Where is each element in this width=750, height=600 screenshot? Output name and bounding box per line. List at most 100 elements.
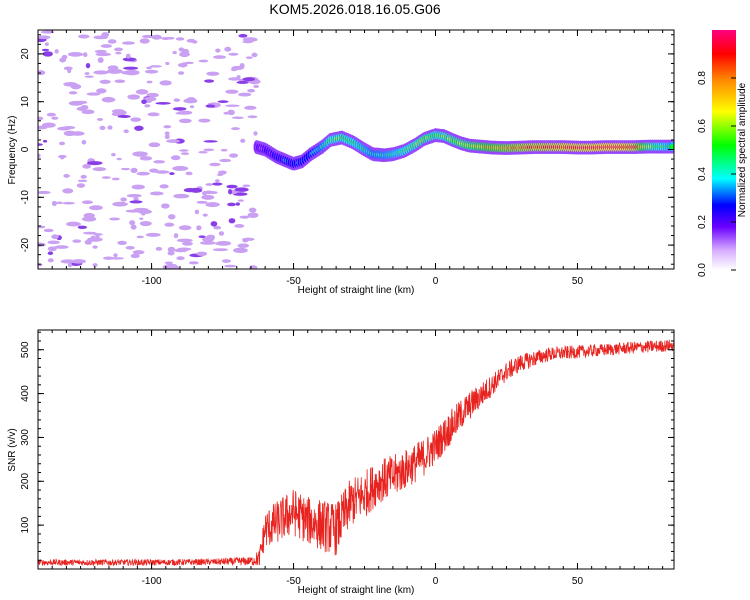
noise-blob [44, 42, 49, 46]
noise-blob [114, 110, 127, 116]
snr-y-label: SNR (v/v) [7, 428, 18, 471]
noise-blob [164, 222, 175, 227]
noise-blob [172, 265, 180, 269]
noise-blob [234, 223, 245, 228]
noise-blob [63, 173, 70, 178]
noise-blob [227, 202, 236, 207]
noise-blob [146, 66, 152, 70]
noise-blob [225, 89, 239, 94]
colorbar-tick-label: 0.4 [697, 167, 708, 181]
noise-blob [170, 155, 181, 161]
noise-blob [199, 241, 216, 245]
noise-blob [202, 213, 208, 217]
noise-blob [89, 205, 103, 211]
noise-blob [210, 221, 218, 227]
noise-blob [224, 264, 237, 268]
noise-blob [212, 182, 223, 186]
noise-blob [155, 170, 170, 174]
noise-blob [126, 194, 142, 198]
noise-blob [178, 225, 192, 231]
noise-blob [177, 63, 188, 68]
noise-blob [173, 193, 190, 199]
noise-blob [217, 100, 229, 103]
noise-blob [139, 38, 150, 44]
noise-blob [38, 263, 43, 267]
noise-blob [81, 200, 94, 205]
noise-blob [146, 92, 159, 98]
noise-blob [225, 104, 240, 107]
spectrogram-x-label: Height of straight line (km) [298, 285, 415, 296]
noise-blob [67, 52, 84, 57]
noise-blob [163, 82, 171, 85]
noise-blob [47, 251, 54, 256]
spec-x-tick-label: 0 [433, 276, 439, 287]
noise-blob [196, 200, 208, 204]
noise-blob [198, 235, 206, 238]
noise-blob [201, 194, 215, 200]
signal-core [670, 144, 674, 150]
noise-blob [51, 200, 57, 207]
noise-blob [205, 183, 213, 186]
noise-blob [38, 116, 44, 121]
noise-blob [131, 184, 145, 190]
noise-blob [82, 52, 88, 58]
noise-blob [194, 209, 200, 215]
noise-blob [230, 68, 238, 72]
noise-blob [205, 202, 220, 208]
noise-blob [189, 105, 195, 109]
noise-blob [60, 155, 65, 160]
noise-blob [92, 263, 98, 267]
noise-blob [218, 231, 225, 236]
noise-blob [184, 61, 194, 65]
noise-blob [151, 34, 162, 40]
noise-blob [47, 258, 54, 263]
noise-blob [97, 57, 104, 63]
noise-blob [123, 129, 129, 134]
noise-blob [84, 75, 94, 78]
snr-y-tick-label: 400 [20, 385, 31, 402]
snr-y-tick-label: 200 [20, 473, 31, 490]
noise-blob [248, 207, 257, 213]
noise-blob [136, 235, 144, 239]
noise-blob [47, 240, 60, 245]
noise-blob [215, 240, 232, 246]
noise-blob [86, 161, 103, 166]
noise-blob [169, 172, 175, 176]
spec-y-tick-label: -20 [20, 237, 31, 252]
chart-title: KOM5.2026.018.16.05.G06 [269, 1, 440, 17]
noise-blob [179, 51, 190, 58]
noise-blob [133, 207, 149, 212]
noise-blob [81, 109, 95, 115]
snr-x-tick-label: 0 [433, 576, 439, 587]
noise-blob [143, 96, 157, 102]
noise-blob [144, 104, 151, 108]
noise-blob [229, 153, 239, 158]
noise-blob [40, 30, 55, 34]
spec-x-tick-label: -100 [142, 276, 162, 287]
noise-blob [236, 80, 249, 84]
noise-blob [120, 197, 127, 202]
noise-blob [38, 190, 51, 195]
noise-blobs [38, 30, 261, 269]
noise-blob [221, 259, 232, 263]
noise-blob [139, 156, 153, 161]
noise-blob [204, 79, 215, 83]
noise-blob [130, 253, 140, 259]
noise-blob [213, 225, 222, 230]
noise-blob [92, 167, 107, 172]
noise-blob [62, 125, 76, 130]
noise-blob [38, 70, 46, 76]
noise-blob [146, 80, 153, 84]
noise-blob [94, 49, 107, 54]
noise-blob [113, 253, 118, 258]
noise-blob [84, 72, 90, 75]
noise-blob [226, 184, 238, 189]
noise-blob [167, 250, 175, 256]
noise-blob [93, 70, 109, 75]
noise-blob [43, 228, 54, 233]
snr-y-tick-label: 500 [20, 341, 31, 358]
colorbar-gradient [712, 30, 736, 270]
noise-blob [81, 216, 97, 222]
noise-blob [220, 148, 228, 152]
